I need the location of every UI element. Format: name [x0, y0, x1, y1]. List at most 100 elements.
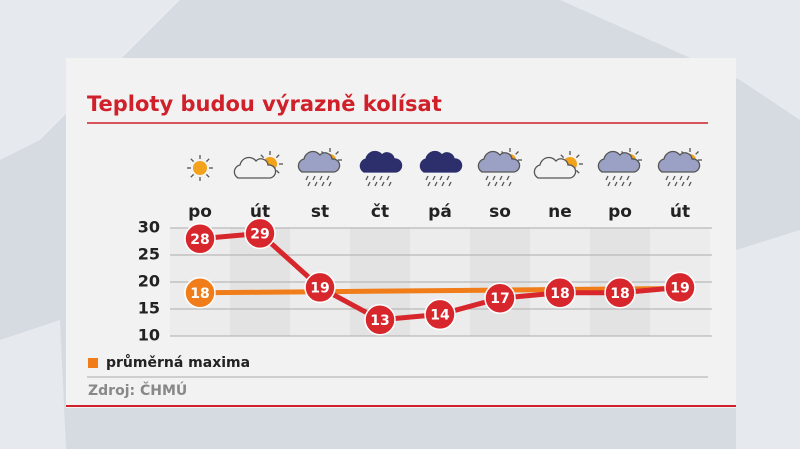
point	[244, 217, 276, 250]
data-label: 19	[670, 280, 689, 296]
rain-drop	[607, 181, 611, 187]
data-label: 17	[490, 291, 509, 307]
rain-drop	[492, 175, 496, 181]
sun-ray	[560, 154, 565, 159]
sun	[193, 161, 207, 175]
rain-drop	[508, 181, 512, 187]
y-tick-label: 20	[138, 272, 160, 291]
source: Zdroj: ČHMÚ	[88, 381, 187, 399]
data-label: 13	[370, 313, 389, 329]
x-tick-label: ne	[548, 202, 572, 222]
point	[304, 271, 336, 304]
rain-drop	[506, 175, 510, 181]
sun-ray	[575, 169, 580, 174]
legend-swatch	[88, 358, 98, 368]
x-tick-label: st	[311, 202, 329, 222]
sun-ray	[190, 158, 195, 163]
sun-ray	[275, 154, 280, 159]
sun-ray	[205, 173, 210, 178]
rain-drop	[665, 175, 669, 181]
rain-drop	[686, 175, 690, 181]
rain-drop	[448, 181, 452, 187]
cloud	[359, 150, 403, 173]
rain-drop	[307, 181, 311, 187]
point	[184, 223, 216, 255]
rain-drop	[386, 175, 390, 181]
rain-drop	[628, 181, 632, 187]
rain-drop	[374, 181, 378, 187]
data-label: 18	[190, 286, 209, 302]
rain-drop	[305, 175, 309, 181]
weather-icon	[657, 148, 702, 187]
sun-ray	[205, 158, 210, 163]
rain-drop	[621, 181, 625, 187]
sun-ray	[190, 173, 195, 178]
rain-drop	[367, 181, 371, 187]
rain-drop	[605, 175, 609, 181]
rain-drop	[679, 175, 683, 181]
rain-drop	[672, 175, 676, 181]
x-tick-label: út	[670, 202, 690, 222]
weather-icon	[419, 150, 463, 187]
x-tick-label: po	[608, 202, 632, 222]
point	[184, 277, 216, 309]
rain-drop	[499, 175, 503, 181]
sun-ray	[275, 169, 280, 174]
rain-drop	[326, 175, 330, 181]
rain-drop	[487, 181, 491, 187]
rain-drop	[501, 181, 505, 187]
y-tick-label: 30	[138, 218, 160, 237]
weather-icon	[597, 148, 642, 187]
point	[424, 298, 456, 331]
weather-icon	[477, 148, 522, 187]
legend-label: průměrná maxima	[106, 354, 250, 371]
chart-title: Teploty budou výrazně kolísat	[87, 92, 442, 116]
x-tick-label: po	[188, 202, 212, 222]
rain-drop	[427, 181, 431, 187]
cloud	[419, 150, 463, 173]
rain-drop	[485, 175, 489, 181]
rain-drop	[314, 181, 318, 187]
rain-drop	[667, 181, 671, 187]
rain-drop	[365, 175, 369, 181]
rain-drop	[372, 175, 376, 181]
rain-drop	[681, 181, 685, 187]
sun-ray	[635, 151, 639, 155]
data-label: 28	[190, 232, 209, 248]
cloud	[233, 156, 277, 179]
sun-ray	[515, 151, 519, 155]
cloud	[597, 150, 641, 173]
x-tick-label: út	[250, 202, 270, 222]
data-label: 29	[250, 226, 269, 242]
rain-drop	[446, 175, 450, 181]
weather-icon	[187, 155, 213, 181]
rain-drop	[432, 175, 436, 181]
cloud	[533, 156, 577, 179]
rain-drop	[612, 175, 616, 181]
data-label: 18	[610, 286, 629, 302]
cloud	[657, 150, 701, 173]
rain-drop	[439, 175, 443, 181]
rain-drop	[441, 181, 445, 187]
rain-drop	[674, 181, 678, 187]
y-tick-label: 10	[138, 326, 160, 345]
weather-icon	[359, 150, 403, 187]
x-tick-label: so	[489, 202, 511, 222]
rain-drop	[619, 175, 623, 181]
rain-drop	[434, 181, 438, 187]
point	[484, 282, 516, 314]
weather-icons	[187, 148, 702, 187]
rain-drop	[614, 181, 618, 187]
y-tick-label: 15	[138, 299, 160, 318]
weather-icon	[533, 151, 583, 179]
sun-ray	[575, 154, 580, 159]
y-tick-label: 25	[138, 245, 160, 264]
x-tick-label: pá	[428, 202, 452, 222]
point	[544, 277, 576, 309]
rain-drop	[688, 181, 692, 187]
data-label: 18	[550, 286, 569, 302]
rain-drop	[425, 175, 429, 181]
rain-drop	[388, 181, 392, 187]
